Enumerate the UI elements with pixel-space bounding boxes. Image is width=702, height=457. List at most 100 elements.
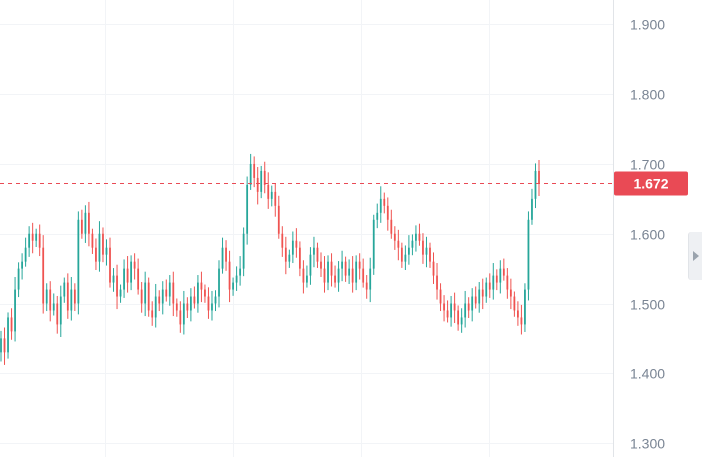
candle	[446, 300, 449, 323]
candle	[527, 211, 530, 301]
candle	[415, 225, 417, 252]
candle-body	[295, 240, 298, 248]
candle	[38, 224, 41, 257]
current-price-label: 1.672	[633, 176, 668, 192]
candle	[432, 252, 435, 284]
candle	[488, 273, 491, 298]
candle-body	[439, 289, 442, 304]
candle	[520, 304, 523, 335]
candle-body	[144, 282, 147, 304]
candle	[3, 327, 6, 365]
candle	[439, 283, 442, 312]
candle-body	[0, 338, 2, 353]
candle-body	[316, 247, 319, 262]
candle-body	[267, 184, 270, 199]
candle	[284, 236, 287, 275]
candle	[66, 273, 69, 319]
candle	[253, 156, 256, 188]
candle-body	[527, 219, 530, 290]
candle-body	[320, 261, 322, 269]
candle-body	[502, 268, 505, 276]
candle	[165, 279, 168, 302]
candle	[168, 275, 171, 306]
candle-body	[232, 282, 234, 290]
candle	[492, 263, 495, 300]
candle	[17, 262, 20, 298]
candle-body	[119, 289, 122, 297]
candle-body	[495, 275, 498, 283]
candle	[291, 231, 294, 264]
candle	[397, 229, 400, 261]
candle	[499, 260, 502, 294]
candle-body	[351, 268, 354, 283]
candle-body	[242, 233, 245, 269]
candle-body	[172, 282, 175, 304]
candle	[295, 228, 298, 258]
candle-body	[446, 310, 449, 318]
candle	[316, 242, 319, 268]
candle-body	[397, 240, 400, 248]
candle	[309, 247, 312, 285]
candle-body	[425, 247, 428, 255]
candle-body	[214, 296, 217, 304]
candle	[63, 277, 66, 303]
y-tick-label: 1.900	[630, 17, 665, 33]
candle	[393, 226, 396, 250]
candle	[270, 185, 273, 207]
candle-body	[228, 261, 231, 290]
candle	[140, 282, 143, 313]
candle-body	[105, 247, 108, 255]
candle-body	[52, 303, 55, 311]
candle-body	[28, 233, 31, 248]
price-scale-scroll-handle[interactable]	[688, 232, 702, 280]
candle	[21, 253, 23, 280]
candle-body	[21, 261, 23, 269]
candle	[372, 214, 375, 275]
candle-body	[464, 303, 467, 318]
current-price-tag: 1.672	[614, 171, 688, 196]
candle-body	[137, 268, 140, 290]
candle-body	[80, 219, 83, 234]
y-tick-label: 1.400	[630, 366, 665, 382]
candle-body	[246, 184, 249, 234]
candle	[481, 278, 484, 310]
candle	[147, 277, 150, 317]
candle-body	[429, 247, 431, 262]
candle	[56, 295, 59, 334]
candle	[467, 297, 470, 319]
candle-body	[126, 268, 129, 283]
candle-body	[88, 212, 90, 234]
candle-body	[309, 254, 312, 276]
candle-body	[337, 268, 340, 283]
candle-body	[513, 296, 516, 311]
y-tick-label: 1.500	[630, 297, 665, 313]
candle-body	[263, 170, 266, 185]
candle	[418, 223, 421, 246]
candle-body	[291, 240, 294, 255]
candle-body	[411, 240, 414, 248]
candle	[513, 291, 516, 317]
candle-body	[116, 275, 118, 297]
candle	[225, 240, 227, 271]
candle	[249, 153, 252, 190]
candle	[214, 290, 217, 312]
candle	[376, 203, 379, 229]
candle-body	[165, 289, 168, 297]
candle	[277, 195, 280, 239]
candle	[154, 283, 157, 328]
candle	[538, 160, 540, 197]
candle	[31, 222, 34, 254]
candle-body	[348, 268, 351, 276]
candle-body	[450, 303, 452, 318]
candle	[386, 197, 389, 231]
candle-body	[133, 261, 136, 269]
candle-body	[175, 303, 178, 311]
candle-body	[63, 282, 66, 297]
candle	[256, 167, 259, 205]
candle-body	[478, 289, 481, 304]
candle-body	[404, 254, 407, 262]
candle-body	[362, 268, 365, 283]
candle	[42, 235, 45, 314]
y-tick-label: 1.700	[630, 157, 665, 173]
candle-body	[154, 296, 157, 318]
